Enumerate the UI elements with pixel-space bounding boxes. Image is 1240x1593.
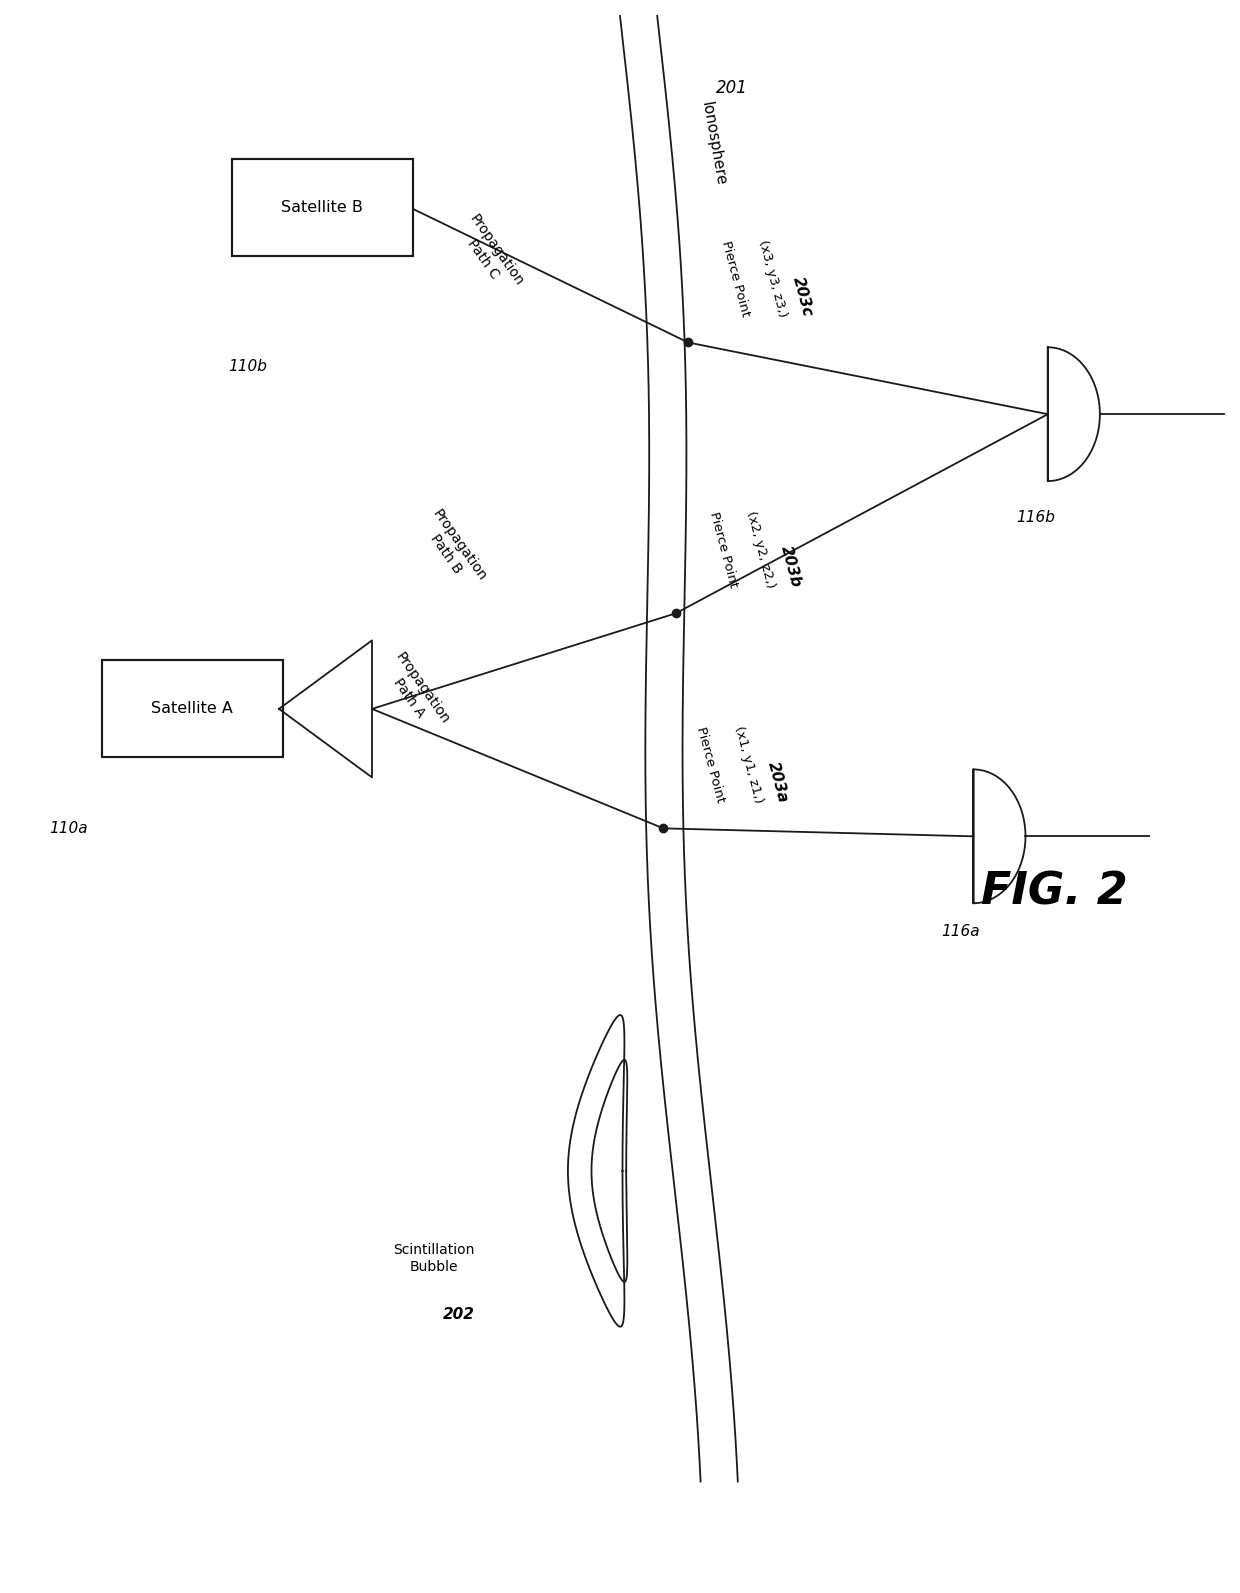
- Text: (x1, y1, z1,): (x1, y1, z1,): [732, 725, 765, 804]
- Text: 201: 201: [715, 78, 748, 97]
- Text: Scintillation
Bubble: Scintillation Bubble: [393, 1244, 475, 1273]
- Text: 116b: 116b: [1016, 510, 1055, 526]
- Text: Satellite B: Satellite B: [281, 199, 363, 215]
- FancyBboxPatch shape: [232, 158, 413, 255]
- Text: 203b: 203b: [777, 545, 804, 589]
- Text: Propagation
Path C: Propagation Path C: [454, 212, 526, 298]
- Text: Satellite A: Satellite A: [151, 701, 233, 717]
- Text: Pierce Point: Pierce Point: [707, 511, 739, 589]
- Text: 202: 202: [443, 1306, 475, 1322]
- Text: 110a: 110a: [48, 820, 88, 836]
- Text: Pierce Point: Pierce Point: [719, 241, 751, 319]
- Text: Ionosphere: Ionosphere: [698, 100, 728, 186]
- Text: 110b: 110b: [228, 358, 268, 374]
- Text: Pierce Point: Pierce Point: [694, 726, 727, 804]
- Text: 116a: 116a: [941, 924, 981, 940]
- Text: Propagation
Path B: Propagation Path B: [417, 507, 489, 593]
- Text: FIG. 2: FIG. 2: [981, 871, 1127, 913]
- Text: 203c: 203c: [790, 276, 815, 319]
- Text: (x2, y2, z2,): (x2, y2, z2,): [744, 510, 777, 589]
- Text: Propagation
Path A: Propagation Path A: [379, 650, 451, 736]
- Text: 203a: 203a: [765, 760, 790, 804]
- Text: (x3, y3, z3,): (x3, y3, z3,): [756, 239, 790, 319]
- FancyBboxPatch shape: [102, 660, 283, 757]
